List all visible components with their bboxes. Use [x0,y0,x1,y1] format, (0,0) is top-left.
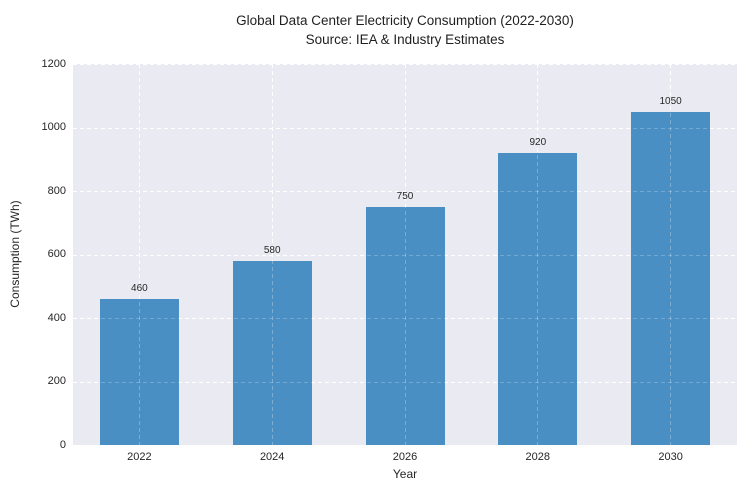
gridline-vertical-overlay [404,64,406,445]
gridline-horizontal-overlay [73,127,737,129]
gridline-vertical [271,64,273,445]
y-tick-label: 600 [47,248,66,260]
gridline-horizontal-overlay [73,254,737,256]
bar-2026 [365,206,445,445]
gridline-vertical-overlay [271,64,273,445]
gridline-horizontal-overlay [73,191,737,192]
y-tick-label: 200 [47,375,66,387]
bar-value-label: 920 [529,136,547,148]
bar-value-label: 750 [396,190,414,202]
chart-title-block: Global Data Center Electricity Consumpti… [73,12,737,49]
bar-value-label: 580 [263,244,281,256]
y-tick-label: 800 [47,184,66,197]
bar-2022 [99,298,179,445]
gridline-vertical-overlay [138,64,140,445]
x-axis-label: Year [392,467,418,481]
plot-area [73,64,737,445]
gridline-horizontal-overlay [73,64,737,65]
x-tick-label: 2026 [392,451,418,463]
y-tick-label: 1000 [41,121,66,133]
chart-title: Global Data Center Electricity Consumpti… [236,13,574,28]
bar-2024 [232,260,312,445]
x-tick-label: 2022 [127,451,152,463]
bar-value-label: 1050 [659,95,682,107]
bar-2030 [631,111,711,445]
bar-2028 [498,152,578,445]
y-tick-label: 400 [47,311,66,324]
chart-subtitle: Source: IEA & Industry Estimates [305,31,505,47]
gridline-vertical-overlay [670,64,672,445]
x-tick-label: 2024 [259,451,285,463]
y-tick-label: 1200 [41,57,66,70]
gridline-vertical-overlay [537,64,539,445]
x-tick-label: 2030 [658,451,683,463]
gridline-horizontal-overlay [73,318,737,319]
y-tick-label: 0 [59,438,66,451]
gridline-vertical [138,64,140,445]
bar-value-label: 460 [131,282,148,294]
x-tick-label: 2028 [525,451,551,463]
gridline-horizontal-overlay [73,381,737,383]
